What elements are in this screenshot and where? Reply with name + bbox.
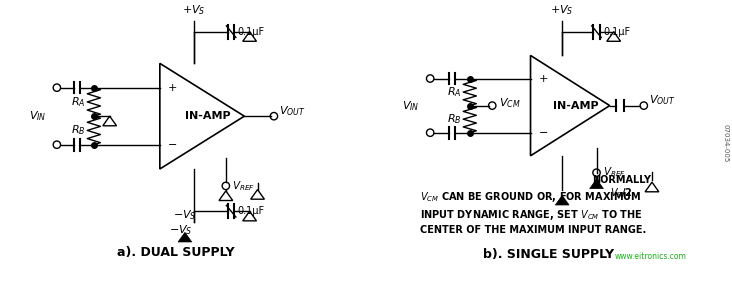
Text: $R_B$: $R_B$ xyxy=(71,123,85,137)
Text: $+V_S$: $+V_S$ xyxy=(182,4,206,18)
Text: $V_{CM}$ CAN BE GROUND OR, FOR MAXIMUM
INPUT DYNAMIC RANGE, SET $V_{CM}$ TO THE
: $V_{CM}$ CAN BE GROUND OR, FOR MAXIMUM I… xyxy=(419,190,646,235)
Text: $-V_S$: $-V_S$ xyxy=(173,208,197,222)
Text: $R_B$: $R_B$ xyxy=(447,112,461,126)
Text: $V_{IN}$: $V_{IN}$ xyxy=(29,109,46,123)
Text: $+V_S$: $+V_S$ xyxy=(550,4,574,18)
Text: $R_A$: $R_A$ xyxy=(447,85,461,99)
Text: $V_{REF}$: $V_{REF}$ xyxy=(233,179,255,193)
Text: $R_A$: $R_A$ xyxy=(71,95,85,109)
Text: IN-AMP: IN-AMP xyxy=(553,101,598,110)
Text: $V_{OUT}$: $V_{OUT}$ xyxy=(279,104,305,118)
Text: $V_{OUT}$: $V_{OUT}$ xyxy=(649,94,676,107)
Text: +: + xyxy=(168,83,177,93)
Text: $V_{IN}$: $V_{IN}$ xyxy=(402,99,419,113)
Text: $V_S$/2: $V_S$/2 xyxy=(610,186,632,200)
Polygon shape xyxy=(160,63,244,169)
Text: a). DUAL SUPPLY: a). DUAL SUPPLY xyxy=(117,246,234,259)
Text: b). SINGLE SUPPLY: b). SINGLE SUPPLY xyxy=(483,249,615,261)
Text: −: − xyxy=(168,140,177,150)
Text: $V_{REF}$: $V_{REF}$ xyxy=(603,165,626,179)
Text: $V_{CM}$: $V_{CM}$ xyxy=(498,96,520,110)
Polygon shape xyxy=(178,232,192,242)
Text: $-V_S$: $-V_S$ xyxy=(169,223,193,236)
Text: 0.1μF: 0.1μF xyxy=(238,27,265,37)
Text: +: + xyxy=(539,73,548,84)
Text: 07034-005: 07034-005 xyxy=(722,124,728,163)
Text: 0.1μF: 0.1μF xyxy=(238,206,265,216)
Polygon shape xyxy=(590,179,603,189)
Text: www.eitronics.com: www.eitronics.com xyxy=(615,252,687,261)
Text: NORMALLY: NORMALLY xyxy=(592,174,651,185)
Text: −: − xyxy=(539,128,548,138)
Text: IN-AMP: IN-AMP xyxy=(184,111,230,121)
Polygon shape xyxy=(531,55,610,156)
Text: 0.1μF: 0.1μF xyxy=(603,27,630,37)
Polygon shape xyxy=(556,195,569,205)
